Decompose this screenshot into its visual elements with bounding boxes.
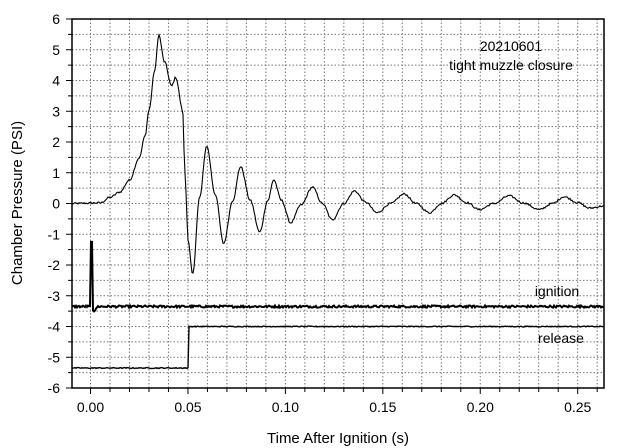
x-tick-label: 0.25 <box>564 399 591 415</box>
y-tick-label: 5 <box>52 42 60 58</box>
y-tick-label: 6 <box>52 11 60 27</box>
y-tick-label: -6 <box>48 380 61 396</box>
y-tick-label: 1 <box>52 165 60 181</box>
x-tick-label: 0.05 <box>174 399 201 415</box>
y-tick-label: -2 <box>48 257 61 273</box>
x-tick-label: 0.10 <box>272 399 299 415</box>
pressure-line <box>71 33 605 274</box>
x-tick-label: 0.15 <box>369 399 396 415</box>
release-line <box>71 325 605 370</box>
y-tick-label: 3 <box>52 103 60 119</box>
ignition-label: ignition <box>535 283 579 299</box>
y-tick-label: -3 <box>48 288 61 304</box>
y-tick-label: 4 <box>52 73 60 89</box>
x-axis-title: Time After Ignition (s) <box>267 430 409 447</box>
release-label: release <box>538 330 584 346</box>
traces <box>71 33 605 370</box>
x-tick-label: 0.20 <box>467 399 494 415</box>
y-tick-label: 0 <box>52 196 60 212</box>
y-tick-label: -1 <box>48 226 61 242</box>
y-tick-label: -5 <box>48 349 61 365</box>
x-tick-label: 0.00 <box>77 399 104 415</box>
annotation-desc: tight muzzle closure <box>449 57 573 73</box>
axes: -6 -5 -4 -3 -2 -1 0 1 2 3 4 5 6 0.00 0.05 0.10 0.15 0.20 0… <box>48 11 605 415</box>
y-tick-label: 2 <box>52 134 60 150</box>
annotation-date: 20210601 <box>480 38 543 54</box>
grid <box>72 19 604 388</box>
y-axis-title: Chamber Pressure (PSI) <box>9 121 26 285</box>
ignition-line <box>71 240 604 313</box>
y-tick-label: -4 <box>48 319 61 335</box>
